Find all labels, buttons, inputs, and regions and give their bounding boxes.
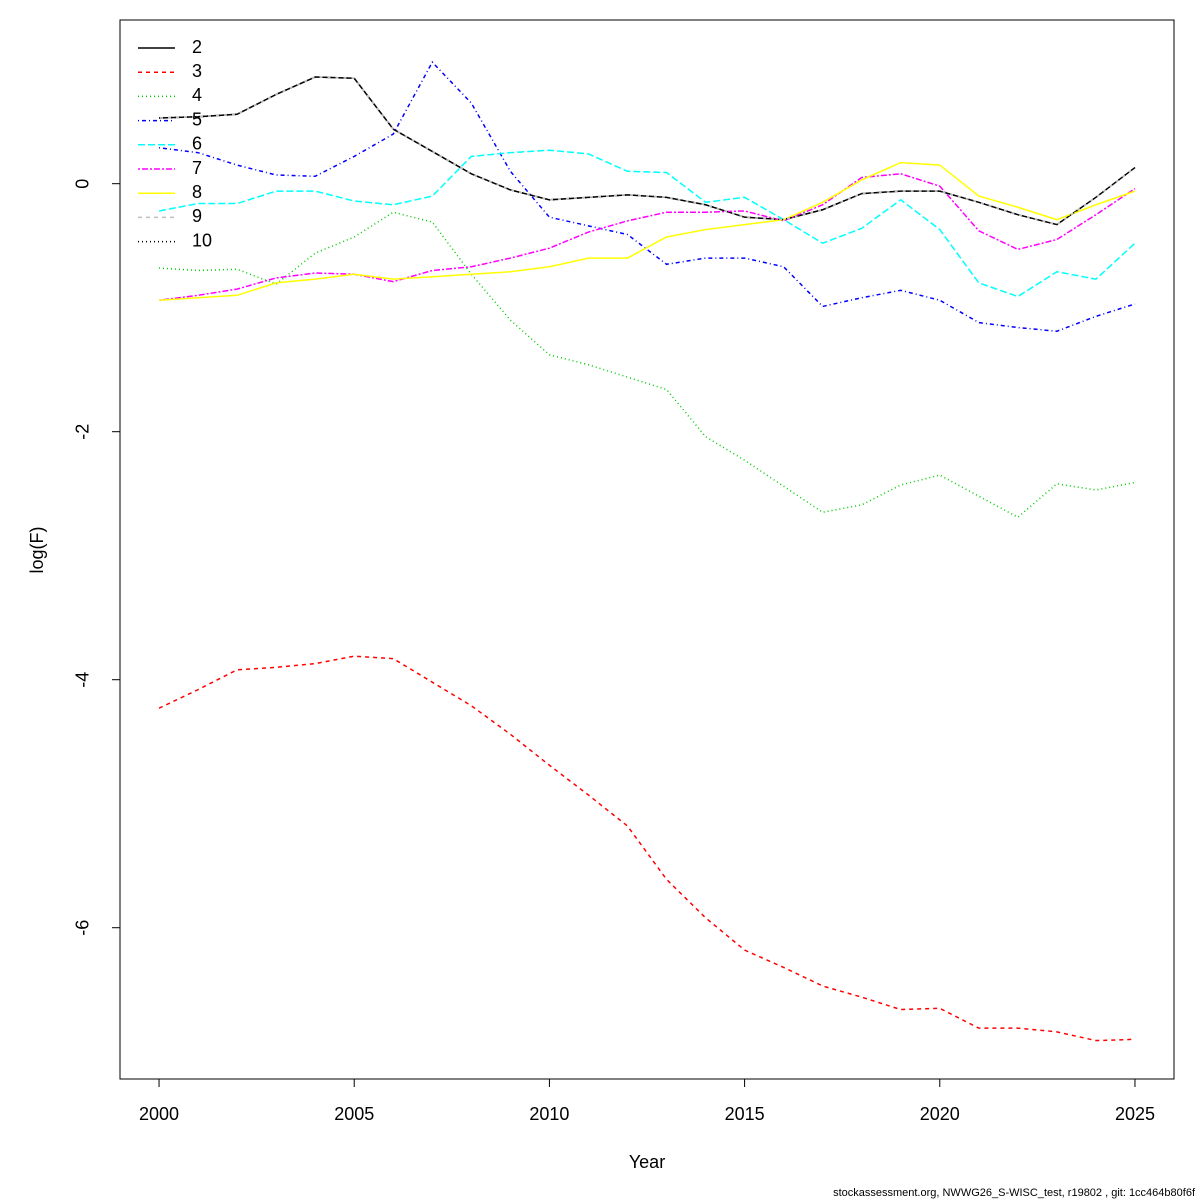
line-series [158,655,1135,1042]
legend-label: 6 [192,134,202,154]
legend-label: 2 [192,37,202,57]
y-tick-label: -6 [73,920,93,936]
y-axis-label: log(F) [27,526,47,573]
x-tick-label: 2010 [529,1104,569,1124]
line-series [158,211,1136,519]
legend-label: 7 [192,158,202,178]
line-series [159,76,1136,226]
y-tick-label: -4 [73,672,93,688]
x-tick-label: 2015 [725,1104,765,1124]
legend-label: 4 [192,85,202,105]
legend-label: 5 [192,109,202,129]
line-series [158,161,1136,301]
y-tick-label: -2 [73,424,93,440]
x-tick-label: 2025 [1115,1104,1155,1124]
y-tick-label: 0 [73,179,93,189]
line-series [159,76,1136,226]
plot-frame [119,19,1175,1080]
x-tick-label: 2005 [334,1104,374,1124]
line-series [158,60,1136,333]
x-tick-label: 2020 [920,1104,960,1124]
footer: stockassessment.org, NWWG26_S-WISC_test,… [833,1187,1196,1199]
legend-label: 9 [192,206,202,226]
x-tick-label: 2000 [139,1104,179,1124]
x-axis-label: Year [629,1152,665,1172]
legend-label: 8 [192,182,202,202]
line-series [159,76,1136,226]
line-series [158,149,1136,298]
legend-label: 3 [192,61,202,81]
legend-label: 10 [192,230,212,250]
line-series [158,173,1136,301]
